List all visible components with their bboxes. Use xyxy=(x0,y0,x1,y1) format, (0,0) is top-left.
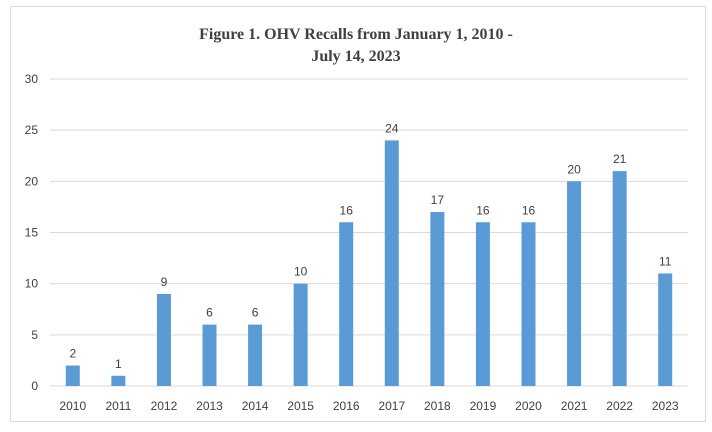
x-tick-label: 2019 xyxy=(470,399,497,413)
data-label: 16 xyxy=(340,203,354,217)
data-label: 9 xyxy=(161,275,168,289)
chart-title-line-2: July 14, 2023 xyxy=(311,48,401,65)
data-label: 24 xyxy=(385,121,399,135)
data-label: 10 xyxy=(294,265,308,279)
chart-frame xyxy=(10,6,706,422)
y-tick-label: 10 xyxy=(25,277,39,291)
bar xyxy=(475,222,490,386)
data-label: 16 xyxy=(522,203,536,217)
data-label: 11 xyxy=(659,254,672,268)
x-tick-label: 2018 xyxy=(424,399,451,413)
bar xyxy=(65,365,80,386)
x-tick-label: 2016 xyxy=(333,399,360,413)
data-label: 6 xyxy=(206,306,213,320)
data-label: 21 xyxy=(613,152,627,166)
y-tick-label: 20 xyxy=(25,174,39,188)
data-label: 17 xyxy=(431,193,445,207)
bar xyxy=(658,273,673,386)
data-label: 2 xyxy=(69,347,76,361)
bar xyxy=(156,293,171,386)
bar xyxy=(384,140,399,386)
data-label: 16 xyxy=(476,203,490,217)
chart-title-line-1: Figure 1. OHV Recalls from January 1, 20… xyxy=(199,26,513,43)
x-tick-label: 2013 xyxy=(196,399,223,413)
y-tick-label: 5 xyxy=(31,328,38,342)
x-tick-label: 2014 xyxy=(242,399,269,413)
y-tick-label: 0 xyxy=(31,379,38,393)
bar xyxy=(248,324,263,386)
bar xyxy=(430,212,445,386)
bar xyxy=(521,222,536,386)
bar xyxy=(111,375,126,386)
bar xyxy=(293,283,308,386)
x-tick-label: 2012 xyxy=(151,399,178,413)
x-tick-label: 2015 xyxy=(287,399,314,413)
bar xyxy=(202,324,217,386)
x-tick-label: 2017 xyxy=(378,399,405,413)
data-label: 1 xyxy=(115,357,122,371)
bar xyxy=(567,181,582,386)
x-tick-label: 2021 xyxy=(561,399,588,413)
data-label: 20 xyxy=(567,162,581,176)
x-tick-label: 2022 xyxy=(606,399,633,413)
chart-title: Figure 1. OHV Recalls from January 1, 20… xyxy=(0,24,712,68)
x-tick-label: 2023 xyxy=(652,399,679,413)
y-tick-label: 25 xyxy=(25,123,39,137)
data-label: 6 xyxy=(252,306,259,320)
x-tick-label: 2020 xyxy=(515,399,542,413)
bar xyxy=(612,171,627,386)
bar xyxy=(339,222,354,386)
x-tick-label: 2010 xyxy=(59,399,86,413)
y-tick-label: 30 xyxy=(25,72,39,86)
x-tick-label: 2011 xyxy=(105,399,131,413)
y-tick-label: 15 xyxy=(25,226,39,240)
